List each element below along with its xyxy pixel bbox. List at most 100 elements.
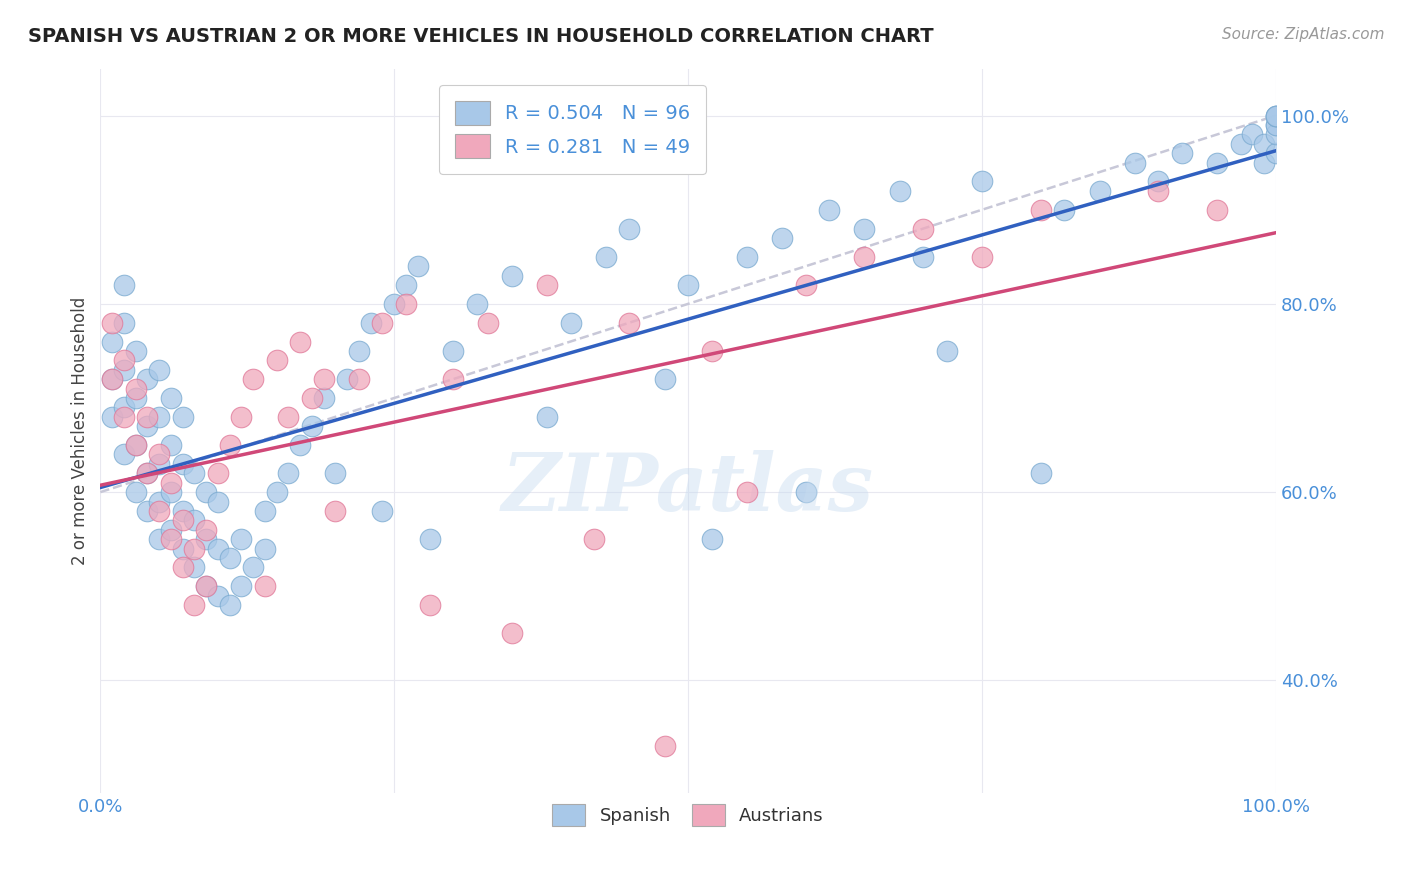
Point <box>1029 202 1052 217</box>
Point <box>136 372 159 386</box>
Point <box>501 268 523 283</box>
Point <box>207 467 229 481</box>
Point <box>654 372 676 386</box>
Point <box>183 560 205 574</box>
Point <box>301 419 323 434</box>
Point <box>207 541 229 556</box>
Point <box>1253 136 1275 151</box>
Point <box>312 391 335 405</box>
Point <box>124 391 146 405</box>
Point <box>912 221 935 235</box>
Point <box>148 504 170 518</box>
Point <box>136 409 159 424</box>
Point <box>112 409 135 424</box>
Point <box>970 250 993 264</box>
Point <box>160 475 183 490</box>
Legend: Spanish, Austrians: Spanish, Austrians <box>543 795 832 835</box>
Point <box>619 221 641 235</box>
Text: SPANISH VS AUSTRIAN 2 OR MORE VEHICLES IN HOUSEHOLD CORRELATION CHART: SPANISH VS AUSTRIAN 2 OR MORE VEHICLES I… <box>28 27 934 45</box>
Point <box>676 278 699 293</box>
Point <box>207 494 229 508</box>
Point <box>231 409 253 424</box>
Point <box>195 579 218 593</box>
Point <box>124 438 146 452</box>
Point <box>735 250 758 264</box>
Point <box>172 409 194 424</box>
Point <box>595 250 617 264</box>
Y-axis label: 2 or more Vehicles in Household: 2 or more Vehicles in Household <box>72 297 89 565</box>
Point <box>101 372 124 386</box>
Point <box>794 485 817 500</box>
Point <box>935 343 957 358</box>
Point <box>101 372 124 386</box>
Point <box>441 372 464 386</box>
Point <box>1265 128 1288 142</box>
Point <box>148 494 170 508</box>
Point <box>770 231 793 245</box>
Point <box>536 409 558 424</box>
Point <box>160 438 183 452</box>
Point <box>266 485 288 500</box>
Point <box>136 504 159 518</box>
Point <box>148 457 170 471</box>
Point <box>501 626 523 640</box>
Point <box>148 532 170 546</box>
Point <box>218 598 240 612</box>
Point <box>794 278 817 293</box>
Point <box>336 372 359 386</box>
Point <box>112 363 135 377</box>
Point <box>970 174 993 188</box>
Point <box>395 297 418 311</box>
Point <box>583 532 606 546</box>
Point <box>325 467 347 481</box>
Point <box>418 532 440 546</box>
Point <box>148 447 170 461</box>
Point <box>290 334 312 349</box>
Point <box>1171 146 1194 161</box>
Point <box>382 297 405 311</box>
Point <box>101 334 124 349</box>
Point <box>406 259 429 273</box>
Point <box>1029 467 1052 481</box>
Point <box>148 409 170 424</box>
Point <box>136 467 159 481</box>
Point <box>1147 174 1170 188</box>
Point <box>465 297 488 311</box>
Point <box>148 363 170 377</box>
Point <box>160 523 183 537</box>
Point <box>124 382 146 396</box>
Point <box>371 316 394 330</box>
Point <box>347 343 370 358</box>
Point <box>1123 155 1146 169</box>
Point <box>1053 202 1076 217</box>
Point <box>183 513 205 527</box>
Point <box>889 184 911 198</box>
Point <box>818 202 841 217</box>
Point <box>853 250 876 264</box>
Point <box>195 485 218 500</box>
Point <box>207 589 229 603</box>
Point <box>124 438 146 452</box>
Point <box>477 316 499 330</box>
Point <box>242 560 264 574</box>
Point <box>112 316 135 330</box>
Point <box>231 532 253 546</box>
Point <box>1265 146 1288 161</box>
Point <box>172 513 194 527</box>
Text: Source: ZipAtlas.com: Source: ZipAtlas.com <box>1222 27 1385 42</box>
Point <box>1253 155 1275 169</box>
Point <box>700 343 723 358</box>
Point <box>418 598 440 612</box>
Point <box>101 316 124 330</box>
Point <box>371 504 394 518</box>
Point <box>347 372 370 386</box>
Point <box>360 316 382 330</box>
Point <box>112 447 135 461</box>
Point <box>112 278 135 293</box>
Point <box>619 316 641 330</box>
Point <box>183 467 205 481</box>
Point <box>1088 184 1111 198</box>
Point <box>253 541 276 556</box>
Point <box>1265 109 1288 123</box>
Point <box>1241 128 1264 142</box>
